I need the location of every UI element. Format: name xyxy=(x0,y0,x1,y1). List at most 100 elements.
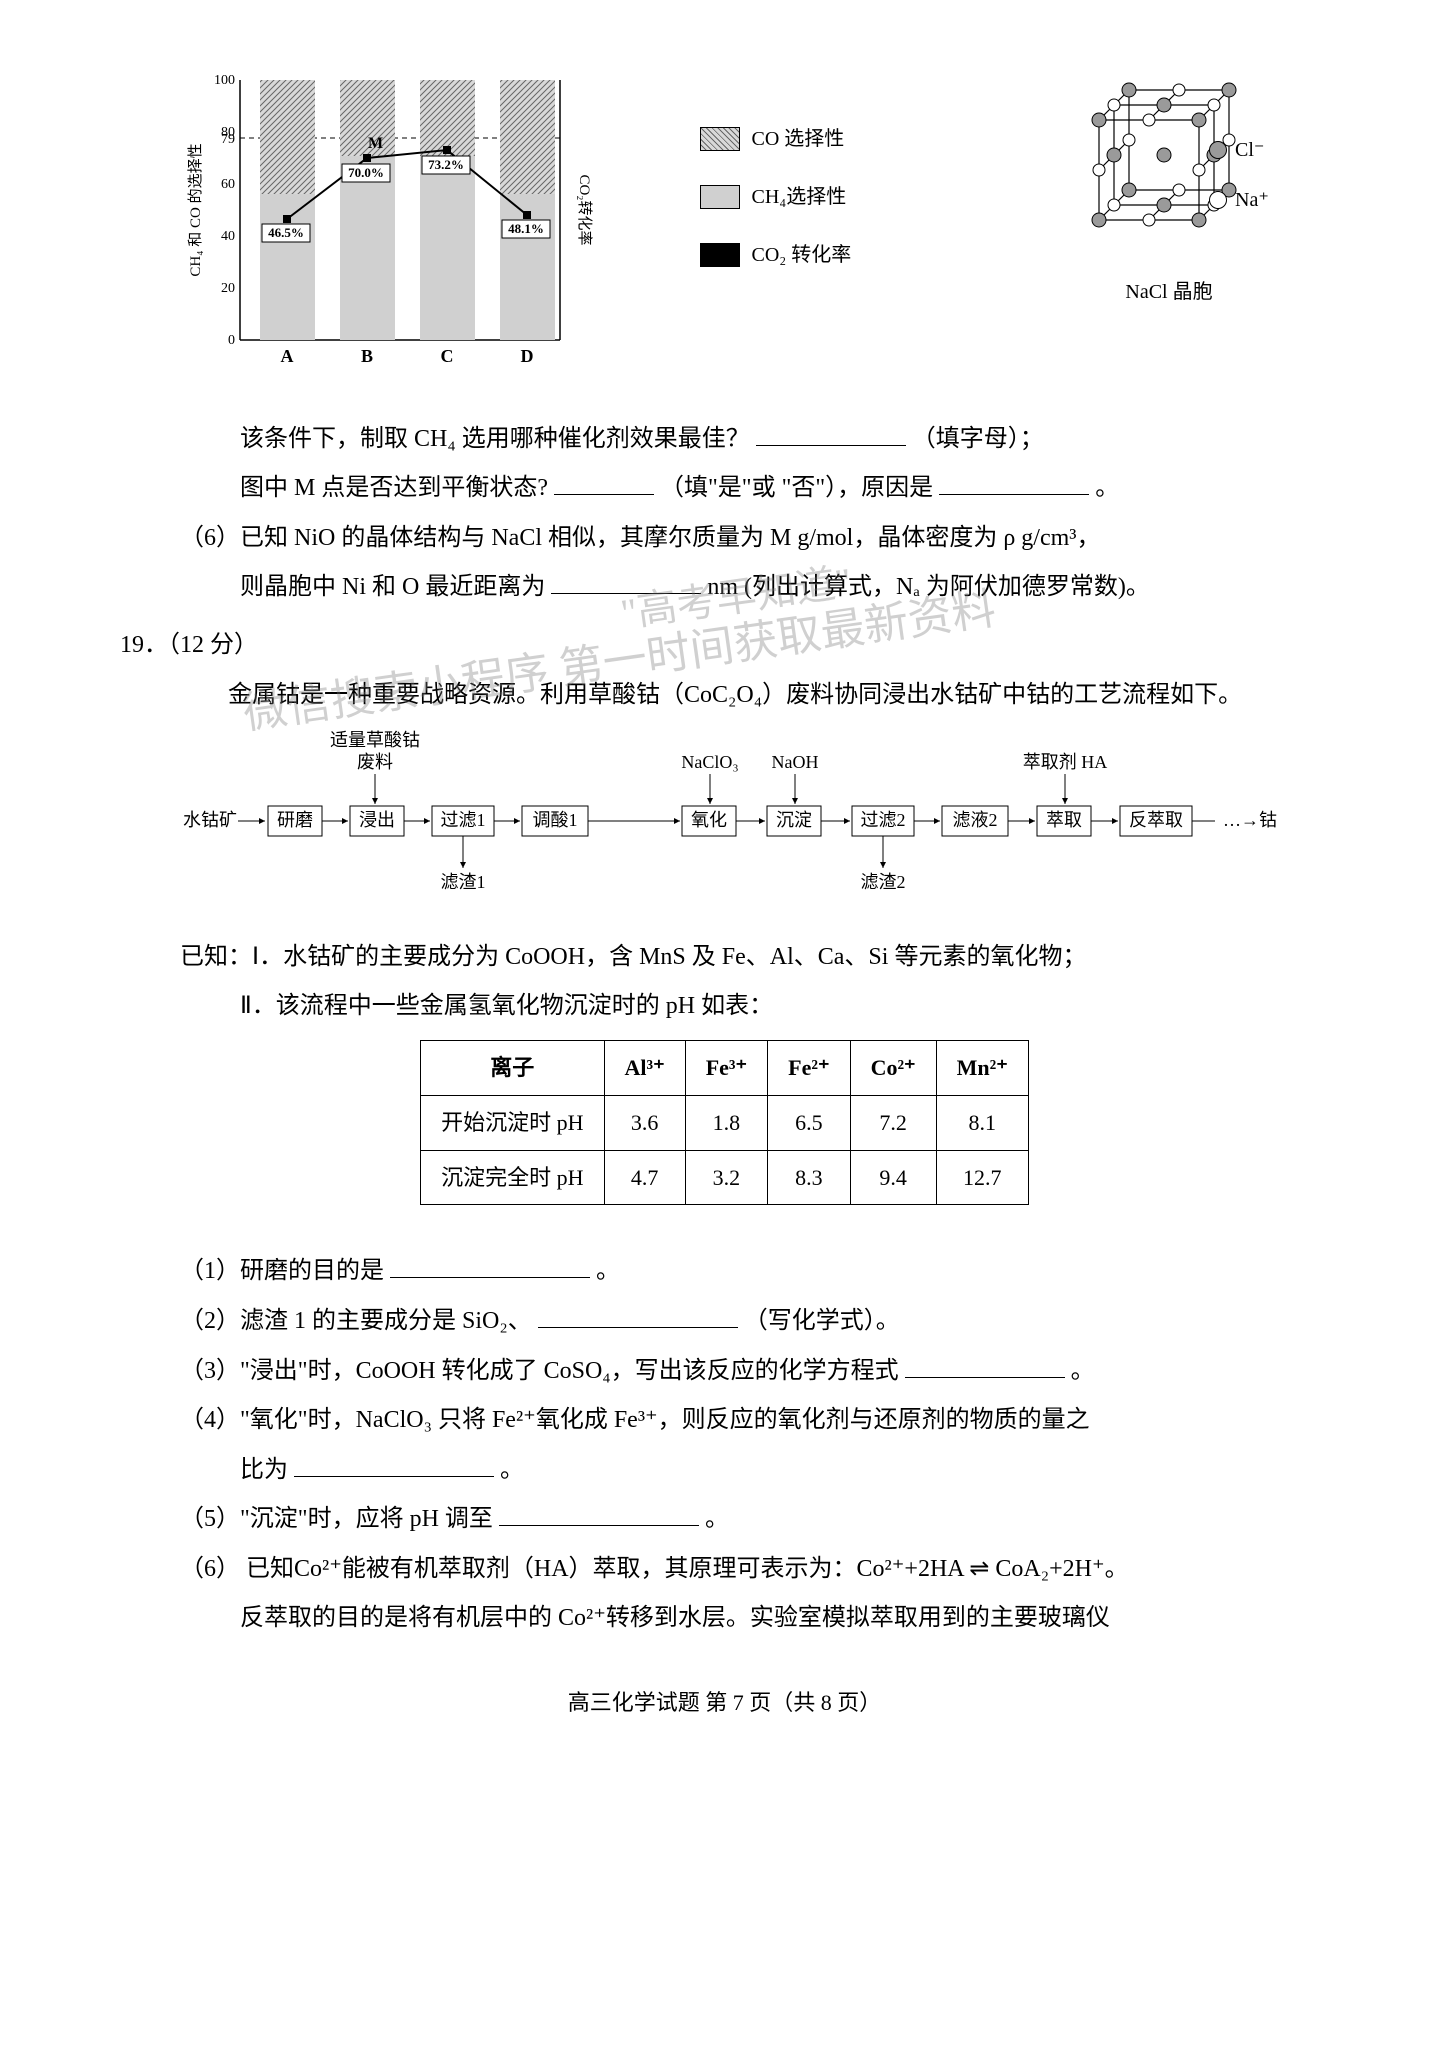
svg-text:废料: 废料 xyxy=(357,752,393,772)
text: （3）"浸出"时，CoOOH 转化成了 CoSO₄，写出该反应的化学方程式 xyxy=(180,1358,899,1384)
sub-q6-b: 反萃取的目的是将有机层中的 Co²⁺转移到水层。实验室模拟萃取用到的主要玻璃仪 xyxy=(240,1596,1329,1642)
ph-table: 离子 Al³⁺ Fe³⁺ Fe²⁺ Co²⁺ Mn²⁺ 开始沉淀时 pH 3.6… xyxy=(420,1040,1029,1205)
svg-text:40: 40 xyxy=(221,229,235,244)
figure-row: 0 20 40 60 80 79 100 xyxy=(180,60,1329,397)
th: Al³⁺ xyxy=(604,1040,685,1095)
blank-equilibrium-yn[interactable] xyxy=(554,469,654,495)
td: 8.1 xyxy=(936,1095,1028,1150)
td: 9.4 xyxy=(850,1150,936,1205)
svg-text:NaClO₃: NaClO₃ xyxy=(681,752,738,772)
blank-grind-purpose[interactable] xyxy=(390,1252,590,1278)
svg-text:水钴矿: 水钴矿 xyxy=(183,810,237,830)
th: Mn²⁺ xyxy=(936,1040,1028,1095)
td: 3.2 xyxy=(685,1150,767,1205)
table-row: 开始沉淀时 pH 3.6 1.8 6.5 7.2 8.1 xyxy=(421,1095,1029,1150)
sub-q4-b: 比为 。 xyxy=(240,1448,1329,1494)
text: （2）滤渣 1 的主要成分是 SiO₂、 xyxy=(180,1308,532,1334)
svg-text:滤液2: 滤液2 xyxy=(953,810,998,830)
svg-text:D: D xyxy=(521,346,534,366)
q5-line2: 图中 M 点是否达到平衡状态? （填"是"或 "否"），原因是 。 xyxy=(240,466,1329,512)
q5-line1: 该条件下，制取 CH₄ 选用哪种催化剂效果最佳？ （填字母）； xyxy=(240,417,1329,463)
sub-q4-a: （4）"氧化"时，NaClO₃ 只将 Fe²⁺氧化成 Fe³⁺，则反应的氧化剂与… xyxy=(180,1398,1329,1444)
svg-text:79: 79 xyxy=(221,132,235,147)
blank-residue-formula[interactable] xyxy=(538,1302,738,1328)
sub-q5: （5）"沉淀"时，应将 pH 调至 。 xyxy=(180,1497,1329,1543)
svg-text:NaOH: NaOH xyxy=(772,752,819,772)
ion-swatch-na xyxy=(1209,191,1227,209)
sub-q6-a: （6） 已知Co²⁺能被有机萃取剂（HA）萃取，其原理可表示为：Co²⁺+2HA… xyxy=(180,1547,1329,1593)
svg-text:过滤2: 过滤2 xyxy=(861,810,906,830)
legend-swatch-co2 xyxy=(700,243,740,267)
ion-label: Cl⁻ xyxy=(1235,131,1264,169)
legend-swatch-ch4 xyxy=(700,185,740,209)
chart-val-b: 70.0% xyxy=(348,165,384,180)
ion-label: Na⁺ xyxy=(1235,181,1269,219)
crystal-diagram: NaCl 晶胞 Cl⁻ Na⁺ xyxy=(1009,60,1329,231)
bar-chart: 0 20 40 60 80 79 100 xyxy=(180,60,630,397)
svg-text:反萃取: 反萃取 xyxy=(1129,810,1183,830)
known-i: 已知：Ⅰ．水钴矿的主要成分为 CoOOH，含 MnS 及 Fe、Al、Ca、Si… xyxy=(180,935,1329,981)
td: 12.7 xyxy=(936,1150,1028,1205)
known-ii: Ⅱ．该流程中一些金属氢氧化物沉淀时的 pH 如表： xyxy=(240,984,1329,1030)
text: 图中 M 点是否达到平衡状态? xyxy=(240,475,548,501)
text: 比为 xyxy=(240,1457,288,1483)
exam-page: 0 20 40 60 80 79 100 xyxy=(0,0,1449,1764)
td: 沉淀完全时 pH xyxy=(421,1150,604,1205)
th: Fe³⁺ xyxy=(685,1040,767,1095)
sub-q3: （3）"浸出"时，CoOOH 转化成了 CoSO₄，写出该反应的化学方程式 。 xyxy=(180,1349,1329,1395)
td: 7.2 xyxy=(850,1095,936,1150)
sub-q2: （2）滤渣 1 的主要成分是 SiO₂、 （写化学式）。 xyxy=(180,1299,1329,1345)
blank-equilibrium-reason[interactable] xyxy=(939,469,1089,495)
svg-text:滤渣2: 滤渣2 xyxy=(861,872,906,892)
legend-item: CO 选择性 xyxy=(700,120,940,158)
text: 。 xyxy=(500,1457,524,1483)
text: 。 xyxy=(705,1506,729,1532)
td: 6.5 xyxy=(768,1095,850,1150)
text: （填字母）； xyxy=(912,426,1044,452)
blank-catalyst[interactable] xyxy=(756,419,906,445)
svg-text:研磨: 研磨 xyxy=(277,810,313,830)
svg-text:20: 20 xyxy=(221,281,235,296)
legend-swatch-co xyxy=(700,127,740,151)
chart-ylabel-left: CH₄ 和 CO 的选择性 xyxy=(187,143,204,276)
svg-text:滤渣1: 滤渣1 xyxy=(441,872,486,892)
legend-item: CH₄选择性 xyxy=(700,178,940,216)
chart-val-c: 73.2% xyxy=(428,157,464,172)
legend-label: CO₂ 转化率 xyxy=(752,236,852,274)
td: 3.6 xyxy=(604,1095,685,1150)
text: 则晶胞中 Ni 和 O 最近距离为 xyxy=(240,574,545,600)
ion-swatch-cl xyxy=(1209,141,1227,159)
chart-val-d: 48.1% xyxy=(508,221,544,236)
svg-text:…→钴: …→钴 xyxy=(1223,810,1277,830)
text: 。 xyxy=(1071,1358,1095,1384)
q19-header: 19．（12 分） xyxy=(120,623,1329,669)
text: nm (列出计算式，Nₐ 为阿伏加德罗常数)。 xyxy=(707,574,1150,600)
text: 。 xyxy=(1095,475,1119,501)
text: （写化学式）。 xyxy=(744,1308,900,1334)
th: 离子 xyxy=(421,1040,604,1095)
svg-text:调酸1: 调酸1 xyxy=(533,810,578,830)
table-row: 离子 Al³⁺ Fe³⁺ Fe²⁺ Co²⁺ Mn²⁺ xyxy=(421,1040,1029,1095)
td: 1.8 xyxy=(685,1095,767,1150)
svg-text:适量草酸钴: 适量草酸钴 xyxy=(330,730,420,750)
chart-val-a: 46.5% xyxy=(268,225,304,240)
chart-legend: CO 选择性 CH₄选择性 CO₂ 转化率 xyxy=(700,60,940,294)
chart-point-m: M xyxy=(368,135,383,152)
text: （填"是"或 "否"），原因是 xyxy=(660,475,933,501)
blank-ratio[interactable] xyxy=(294,1450,494,1476)
process-flowchart: 适量草酸钴 废料 NaClO₃ NaOH 萃取剂 HA 水钴矿 研磨 xyxy=(180,728,1329,925)
table-row: 沉淀完全时 pH 4.7 3.2 8.3 9.4 12.7 xyxy=(421,1150,1029,1205)
q6-line2: 则晶胞中 Ni 和 O 最近距离为 nm (列出计算式，Nₐ 为阿伏加德罗常数)… xyxy=(240,565,1329,611)
svg-text:过滤1: 过滤1 xyxy=(441,810,486,830)
blank-ph-range[interactable] xyxy=(499,1500,699,1526)
blank-equation[interactable] xyxy=(905,1351,1065,1377)
blank-distance[interactable] xyxy=(551,568,701,594)
legend-item: CO₂ 转化率 xyxy=(700,236,940,274)
svg-text:萃取剂 HA: 萃取剂 HA xyxy=(1023,752,1108,772)
text: （5）"沉淀"时，应将 pH 调至 xyxy=(180,1506,493,1532)
legend-label: CH₄选择性 xyxy=(752,178,847,216)
crystal-caption: NaCl 晶胞 xyxy=(1009,273,1329,311)
th: Fe²⁺ xyxy=(768,1040,850,1095)
sub-q1: （1）研磨的目的是 。 xyxy=(180,1249,1329,1295)
text: 该条件下，制取 CH₄ 选用哪种催化剂效果最佳？ xyxy=(240,426,750,452)
